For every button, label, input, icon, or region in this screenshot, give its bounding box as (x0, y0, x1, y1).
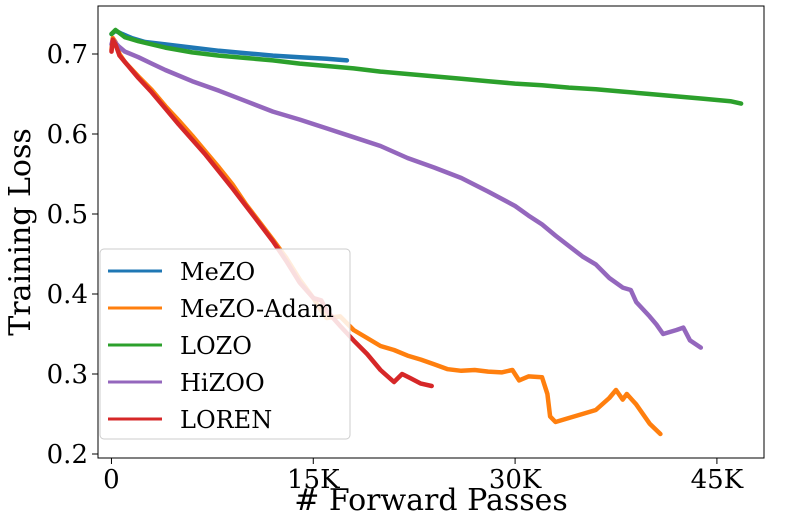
y-tick-label: 0.7 (47, 40, 88, 70)
x-tick-label: 15K (287, 465, 340, 495)
y-axis-label: Training Loss (3, 128, 38, 336)
legend-label: MeZO-Adam (180, 295, 334, 323)
plot-frame (97, 5, 765, 459)
legend-label: LOZO (180, 332, 252, 360)
x-axis-label: # Forward Passes (294, 483, 568, 518)
x-tick-label: 0 (103, 465, 120, 495)
legend-label: LOREN (180, 406, 272, 434)
y-tick-label: 0.5 (47, 200, 88, 230)
y-tick-label: 0.2 (47, 440, 88, 470)
series-line-hizoo (109, 37, 704, 350)
axis-ticks: 0 15K 30K 45K 0.2 0.3 0.4 0.5 0.6 0.7 (47, 40, 744, 495)
y-tick-label: 0.4 (47, 280, 88, 310)
y-tick-label: 0.6 (47, 120, 88, 150)
series-line-lozo (109, 27, 744, 106)
legend-box (99, 248, 351, 440)
legend: MeZO MeZO-Adam LOZO HiZOO LOREN (99, 248, 351, 440)
legend-label: MeZO (180, 258, 255, 286)
x-tick-label: 30K (489, 465, 542, 495)
series-line-loren (109, 37, 434, 389)
series-line-mezo-adam (109, 35, 663, 437)
y-tick-label: 0.3 (47, 360, 88, 390)
series-lines (109, 27, 744, 437)
legend-label: HiZOO (180, 369, 265, 397)
x-tick-label: 45K (691, 465, 744, 495)
